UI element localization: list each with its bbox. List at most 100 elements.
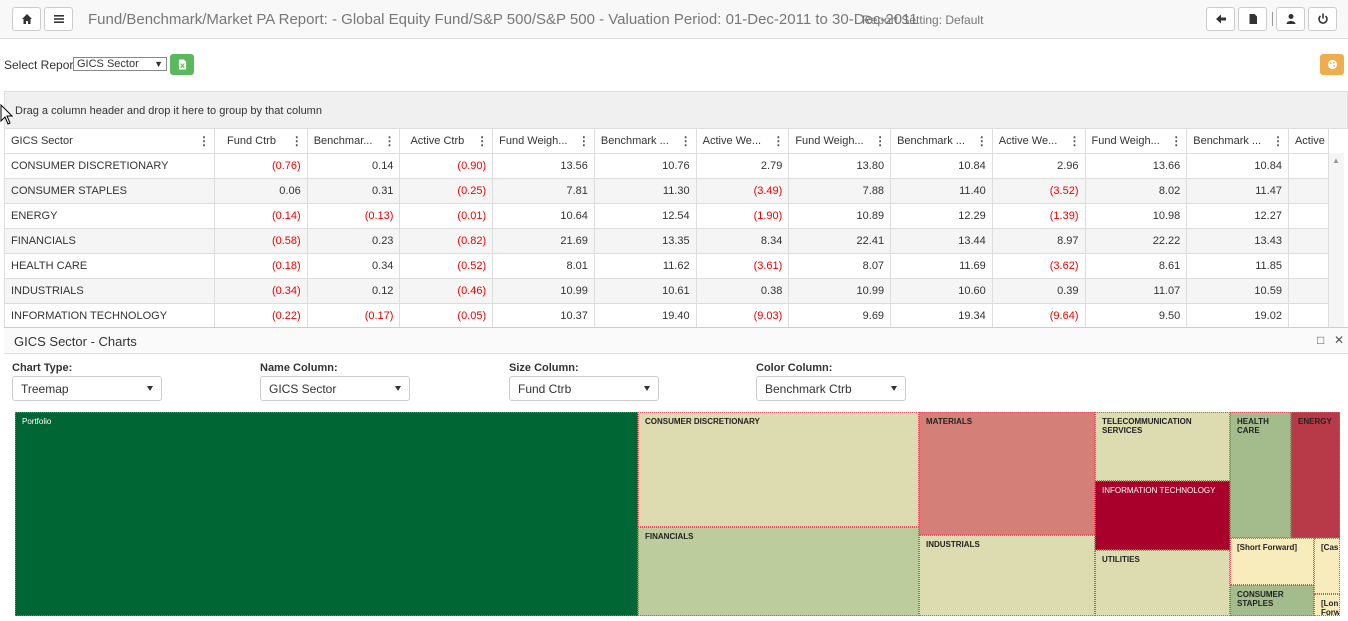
- treemap-cell-financials[interactable]: FINANCIALS: [638, 527, 919, 616]
- value-cell: [1288, 178, 1329, 204]
- column-menu-icon[interactable]: ⋮: [290, 134, 303, 148]
- column-header[interactable]: Active We... ⋮: [696, 129, 790, 154]
- value-cell: 2.96: [992, 153, 1086, 179]
- value-cell: (3.61): [696, 253, 790, 279]
- treemap-cell-energy[interactable]: ENERGY: [1291, 412, 1340, 538]
- export-excel-button[interactable]: [170, 54, 194, 75]
- home-button[interactable]: [12, 7, 41, 31]
- treemap-cell-materials[interactable]: MATERIALS: [919, 412, 1095, 535]
- column-header[interactable]: Active We... ⋮: [992, 129, 1086, 154]
- column-menu-icon[interactable]: ⋮: [772, 134, 785, 148]
- select-report-label: Select Report:: [4, 58, 81, 72]
- column-menu-icon[interactable]: ⋮: [1068, 134, 1081, 148]
- name-column-select[interactable]: GICS Sector: [260, 376, 410, 401]
- column-menu-icon[interactable]: ⋮: [679, 134, 692, 148]
- group-by-panel[interactable]: Drag a column header and drop it here to…: [4, 91, 1348, 129]
- table-row[interactable]: HEALTH CARE (0.18) 0.34 (0.52) 8.01 11.62 (3.6…: [5, 253, 1329, 279]
- value-cell: (9.03): [696, 303, 790, 328]
- maximize-icon[interactable]: □: [1317, 333, 1325, 347]
- sector-cell: CONSUMER STAPLES: [5, 178, 216, 204]
- value-cell: 19.40: [594, 303, 697, 328]
- menu-button[interactable]: [44, 7, 73, 31]
- select-report-dropdown[interactable]: GICS Sector ▼: [73, 57, 167, 71]
- chart-type-value: Treemap: [21, 382, 69, 396]
- column-header[interactable]: GICS Sector ⋮: [5, 129, 216, 154]
- name-column-value: GICS Sector: [269, 382, 337, 396]
- table-row[interactable]: CONSUMER DISCRETIONARY (0.76) 0.14 (0.90) 13…: [5, 153, 1329, 179]
- value-cell: 8.97: [992, 228, 1086, 254]
- treemap-cell-telecommunication-services[interactable]: TELECOMMUNICATION SERVICES: [1095, 412, 1230, 481]
- treemap-cell-long-forward[interactable]: [Lon Forw: [1314, 594, 1340, 616]
- value-cell: 10.99: [788, 278, 892, 304]
- column-menu-icon[interactable]: ⋮: [1170, 134, 1183, 148]
- treemap-cell-short-forward[interactable]: [Short Forward]: [1230, 538, 1314, 585]
- column-header[interactable]: Active: [1288, 129, 1329, 154]
- close-icon[interactable]: ✕: [1334, 333, 1345, 347]
- treemap-cell-cash[interactable]: [Cas: [1314, 538, 1340, 594]
- treemap-cell-health-care[interactable]: HEALTH CARE: [1230, 412, 1291, 538]
- value-cell: 19.02: [1186, 303, 1289, 328]
- treemap-cell-consumer-discretionary[interactable]: CONSUMER DISCRETIONARY: [638, 412, 919, 527]
- divider: [1272, 12, 1273, 26]
- size-column-select[interactable]: Fund Ctrb: [509, 376, 659, 401]
- user-button[interactable]: [1276, 7, 1305, 31]
- treemap-cell-portfolio[interactable]: Portfolio: [15, 412, 638, 616]
- value-cell: 13.44: [890, 228, 993, 254]
- treemap-chart: Portfolio CONSUMER DISCRETIONARY FINANCI…: [15, 412, 1340, 616]
- grid-scrollbar[interactable]: ▲: [1329, 153, 1344, 328]
- treemap-cell-consumer-staples[interactable]: CONSUMER STAPLES: [1230, 585, 1314, 616]
- scroll-up-icon[interactable]: ▲: [1332, 156, 1340, 165]
- value-cell: 11.30: [594, 178, 697, 204]
- table-row[interactable]: FINANCIALS (0.58) 0.23 (0.82) 21.69 13.35 8.34…: [5, 228, 1329, 254]
- value-cell: [1288, 228, 1329, 254]
- value-cell: 10.89: [788, 203, 892, 229]
- chart-type-select[interactable]: Treemap: [12, 376, 162, 401]
- value-cell: 10.99: [492, 278, 595, 304]
- column-header[interactable]: Fund Ctrb ⋮: [214, 129, 308, 154]
- value-cell: 10.84: [1186, 153, 1289, 179]
- treemap-cell-utilities[interactable]: UTILITIES: [1095, 550, 1230, 616]
- value-cell: 19.34: [890, 303, 993, 328]
- column-header[interactable]: Benchmark ... ⋮: [1186, 129, 1289, 154]
- back-button[interactable]: [1206, 7, 1235, 31]
- value-cell: 9.69: [788, 303, 892, 328]
- column-header[interactable]: Benchmark ... ⋮: [594, 129, 697, 154]
- value-cell: (0.25): [399, 178, 494, 204]
- column-header[interactable]: Fund Weigh... ⋮: [1085, 129, 1188, 154]
- value-cell: 22.41: [788, 228, 892, 254]
- value-cell: 8.34: [696, 228, 790, 254]
- caret-down-icon: [147, 386, 153, 391]
- table-row[interactable]: ENERGY (0.14) (0.13) (0.01) 10.64 12.54 (1.90)…: [5, 203, 1329, 229]
- column-menu-icon[interactable]: ⋮: [198, 134, 211, 148]
- table-row[interactable]: CONSUMER STAPLES 0.06 0.31 (0.25) 7.81 11.30(…: [5, 178, 1329, 204]
- name-column-label: Name Column:: [260, 362, 338, 374]
- column-menu-icon[interactable]: ⋮: [577, 134, 590, 148]
- group-by-hint: Drag a column header and drop it here to…: [15, 105, 322, 117]
- column-menu-icon[interactable]: ⋮: [383, 134, 396, 148]
- sector-cell: CONSUMER DISCRETIONARY: [5, 153, 216, 179]
- treemap-cell-information-technology[interactable]: INFORMATION TECHNOLOGY: [1095, 481, 1230, 550]
- logout-button[interactable]: [1308, 7, 1337, 31]
- value-cell: 0.38: [696, 278, 790, 304]
- column-header[interactable]: Benchmar... ⋮: [307, 129, 401, 154]
- file-icon: [1249, 14, 1257, 24]
- column-header[interactable]: Active Ctrb ⋮: [399, 129, 494, 154]
- value-cell: (0.05): [399, 303, 494, 328]
- excel-icon: [178, 59, 186, 70]
- column-menu-icon[interactable]: ⋮: [1271, 134, 1284, 148]
- palette-button[interactable]: [1320, 54, 1344, 75]
- table-row[interactable]: INFORMATION TECHNOLOGY (0.22) (0.17) (0.05)…: [5, 303, 1329, 328]
- value-cell: 9.50: [1085, 303, 1188, 328]
- value-cell: (3.62): [992, 253, 1086, 279]
- treemap-cell-industrials[interactable]: INDUSTRIALS: [919, 535, 1095, 616]
- column-header[interactable]: Fund Weigh... ⋮: [788, 129, 892, 154]
- value-cell: 0.12: [307, 278, 401, 304]
- document-button[interactable]: [1238, 7, 1267, 31]
- column-header[interactable]: Fund Weigh... ⋮: [492, 129, 595, 154]
- column-menu-icon[interactable]: ⋮: [476, 134, 489, 148]
- column-header[interactable]: Benchmark ... ⋮: [890, 129, 993, 154]
- column-menu-icon[interactable]: ⋮: [874, 134, 887, 148]
- table-row[interactable]: INDUSTRIALS (0.34) 0.12 (0.46) 10.99 10.61 0.3…: [5, 278, 1329, 304]
- column-menu-icon[interactable]: ⋮: [975, 134, 988, 148]
- color-column-select[interactable]: Benchmark Ctrb: [756, 376, 906, 401]
